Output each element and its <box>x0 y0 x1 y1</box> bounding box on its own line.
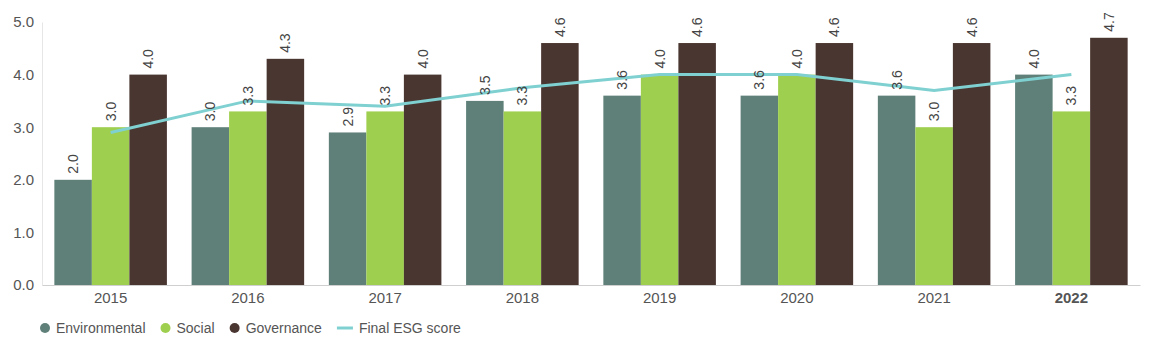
data-label: 4.7 <box>1101 12 1117 32</box>
legend-swatch <box>337 327 353 330</box>
bar <box>678 43 716 285</box>
y-tick: 5.0 <box>13 13 42 30</box>
x-tick-label: 2015 <box>94 289 127 306</box>
bar <box>229 111 267 285</box>
data-label: 4.6 <box>826 17 842 37</box>
bar <box>366 111 404 285</box>
x-axis-line <box>43 285 1141 286</box>
x-tick: 2017 <box>368 285 401 306</box>
bar-series <box>92 75 1090 285</box>
data-label: 3.0 <box>926 102 942 122</box>
data-label: 3.6 <box>889 70 905 90</box>
legend-swatch <box>40 323 50 333</box>
bar <box>1090 38 1128 285</box>
data-label: 4.0 <box>1026 49 1042 69</box>
legend-item: Final ESG score <box>337 320 461 336</box>
y-tick-label: 3.0 <box>13 119 34 136</box>
x-tick: 2019 <box>643 285 676 306</box>
bar <box>329 132 367 285</box>
plot: 0.01.02.03.04.05.02015201620172018201920… <box>13 12 1140 306</box>
legend-label: Social <box>177 320 215 336</box>
data-label: 4.6 <box>964 17 980 37</box>
legend-swatch <box>230 323 240 333</box>
data-label: 3.3 <box>514 86 530 106</box>
bar <box>603 96 641 285</box>
x-tick-label: 2019 <box>643 289 676 306</box>
x-tick-label: 2022 <box>1055 289 1088 306</box>
bar <box>778 75 816 285</box>
x-tick-label: 2018 <box>506 289 539 306</box>
data-label: 3.3 <box>1063 86 1079 106</box>
data-label: 3.6 <box>614 70 630 90</box>
legend-label: Environmental <box>56 320 146 336</box>
legend-swatch <box>161 323 171 333</box>
bar <box>92 127 130 285</box>
data-label: 4.0 <box>415 49 431 69</box>
y-tick-label: 1.0 <box>13 224 34 241</box>
data-label: 4.6 <box>552 17 568 37</box>
x-tick-label: 2021 <box>917 289 950 306</box>
legend-item: Environmental <box>40 320 146 336</box>
bar <box>953 43 991 285</box>
line <box>111 75 1072 133</box>
chart: 0.01.02.03.04.05.02015201620172018201920… <box>0 0 1153 343</box>
y-tick-label: 4.0 <box>13 66 34 83</box>
y-tick: 4.0 <box>13 66 42 83</box>
data-label: 3.5 <box>477 75 493 95</box>
bar <box>915 127 953 285</box>
legend: Environmental Social Governance Final ESG s… <box>40 320 461 336</box>
bar <box>504 111 542 285</box>
data-label: 4.0 <box>789 49 805 69</box>
x-tick: 2022 <box>1055 285 1088 306</box>
y-tick: 3.0 <box>13 119 42 136</box>
bar <box>1015 75 1053 285</box>
x-tick: 2021 <box>917 285 950 306</box>
data-labels: 2.0 3.0 2.9 3.5 3.6 3.6 3.6 4.0 3.0 3.3 3.3 3.3 4.0 4… <box>65 12 1117 174</box>
data-label: 2.0 <box>65 154 81 174</box>
data-label: 4.3 <box>277 33 293 53</box>
bar <box>54 180 92 285</box>
data-label: 4.0 <box>652 49 668 69</box>
marks <box>54 38 1127 285</box>
bar <box>129 75 167 285</box>
y-axis: 0.0 1.0 2.0 3.0 4.0 5.0 <box>13 13 42 293</box>
y-tick: 2.0 <box>13 171 42 188</box>
data-label: 2.9 <box>340 107 356 127</box>
legend-item: Governance <box>230 320 322 336</box>
x-tick: 2018 <box>506 285 539 306</box>
bar-series <box>129 38 1127 285</box>
data-label: 4.0 <box>140 49 156 69</box>
y-tick-label: 5.0 <box>13 13 34 30</box>
data-label: 3.3 <box>240 86 256 106</box>
data-label: 3.0 <box>202 102 218 122</box>
y-tick-label: 2.0 <box>13 171 34 188</box>
bar <box>741 96 779 285</box>
bar <box>192 127 230 285</box>
legend-label: Governance <box>246 320 322 336</box>
data-label: 3.3 <box>377 86 393 106</box>
data-label: 3.6 <box>751 70 767 90</box>
bar <box>878 96 916 285</box>
bar <box>541 43 579 285</box>
bar <box>466 101 504 285</box>
bar <box>641 75 679 285</box>
x-tick-label: 2017 <box>368 289 401 306</box>
x-tick-label: 2020 <box>780 289 813 306</box>
legend-label: Final ESG score <box>359 320 461 336</box>
y-tick: 0.0 <box>13 276 42 293</box>
data-label: 4.6 <box>689 17 705 37</box>
x-axis: 2015 2016 2017 2018 2019 2020 2021 2022 <box>43 285 1141 306</box>
bar <box>1053 111 1091 285</box>
x-tick: 2015 <box>94 285 127 306</box>
bar <box>267 59 305 285</box>
x-tick: 2016 <box>231 285 264 306</box>
legend-item: Social <box>161 320 215 336</box>
x-tick-label: 2016 <box>231 289 264 306</box>
x-tick: 2020 <box>780 285 813 306</box>
bar <box>404 75 442 285</box>
y-tick: 1.0 <box>13 224 42 241</box>
y-tick-label: 0.0 <box>13 276 34 293</box>
data-label: 3.0 <box>103 102 119 122</box>
y-axis-line <box>42 23 43 286</box>
